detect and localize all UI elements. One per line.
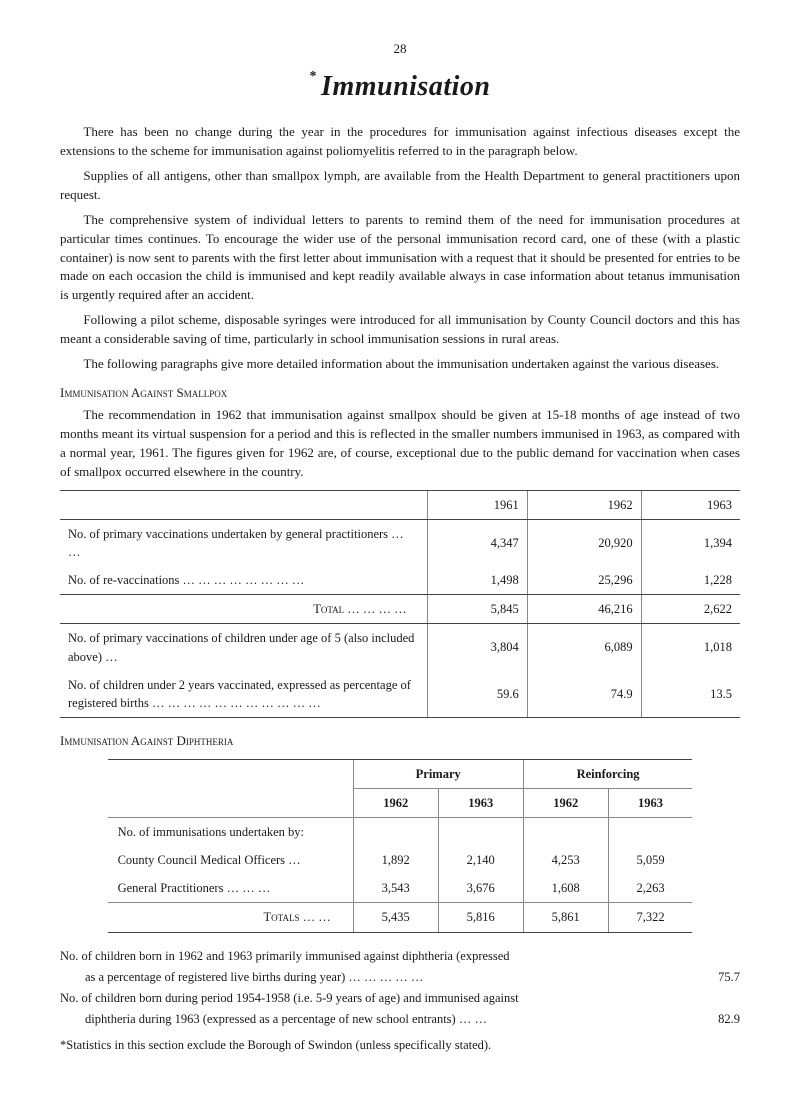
title-asterisk: * [310,69,318,84]
table-row: General Practitioners … … … 3,543 3,676 … [108,874,693,903]
cell [523,818,608,847]
total-label: Totals … … [108,903,354,932]
cell: 1,892 [353,846,438,874]
cell: 1,608 [523,874,608,903]
section-heading-smallpox: Immunisation Against Smallpox [60,384,740,403]
row-label: General Practitioners … … … [108,874,354,903]
section-heading-diphtheria: Immunisation Against Diphtheria [60,732,740,751]
footnote-1-value: 75.7 [718,968,740,986]
footnote-2-value: 82.9 [718,1010,740,1028]
footnotes: No. of children born in 1962 and 1963 pr… [60,947,740,1055]
row-label: No. of re-vaccinations … … … … … … … … [60,566,427,595]
cell: 20,920 [527,519,641,566]
table-header-blank [60,490,427,519]
table-row: 1961 1962 1963 [60,490,740,519]
footnote-2a: No. of children born during period 1954-… [60,989,740,1007]
table-row: No. of immunisations undertaken by: [108,818,693,847]
paragraph-2: Supplies of all antigens, other than sma… [60,167,740,205]
table-row: No. of primary vaccinations of children … [60,624,740,671]
table-row: No. of re-vaccinations … … … … … … … … 1… [60,566,740,595]
cell: 1,018 [641,624,740,671]
cell: 5,816 [438,903,523,932]
cell: 6,089 [527,624,641,671]
table-header-year: 1962 [527,490,641,519]
title-text: Immunisation [321,71,490,102]
table-header-blank [108,759,354,788]
table-header-year: 1963 [608,788,692,817]
table-header-year: 1962 [523,788,608,817]
paragraph-3: The comprehensive system of individual l… [60,211,740,305]
cell [438,818,523,847]
cell: 5,059 [608,846,692,874]
diphtheria-table: Primary Reinforcing 1962 1963 1962 1963 … [108,759,693,933]
cell [353,818,438,847]
group-header-primary: Primary [353,759,523,788]
cell: 3,676 [438,874,523,903]
cell: 5,845 [427,595,527,624]
table-header-blank [108,788,354,817]
footnote-1a: No. of children born in 1962 and 1963 pr… [60,947,740,965]
table-header-year: 1962 [353,788,438,817]
cell: 59.6 [427,671,527,718]
table-row: 1962 1963 1962 1963 [108,788,693,817]
cell: 1,498 [427,566,527,595]
cell: 4,347 [427,519,527,566]
paragraph-4: Following a pilot scheme, disposable syr… [60,311,740,349]
table-row: No. of primary vaccinations undertaken b… [60,519,740,566]
footnote-2b-text: diphtheria during 1963 (expressed as a p… [85,1012,487,1026]
group-header-reinforcing: Reinforcing [523,759,692,788]
row-label: County Council Medical Officers … [108,846,354,874]
row-label: No. of children under 2 years vaccinated… [60,671,427,718]
row-label: No. of primary vaccinations of children … [60,624,427,671]
page-number: 28 [60,40,740,59]
table-row-total: Total … … … … 5,845 46,216 2,622 [60,595,740,624]
cell: 3,804 [427,624,527,671]
total-label: Total … … … … [60,595,427,624]
table-row: County Council Medical Officers … 1,892 … [108,846,693,874]
cell: 46,216 [527,595,641,624]
cell: 1,228 [641,566,740,595]
table-header-year: 1961 [427,490,527,519]
row-label: No. of primary vaccinations undertaken b… [60,519,427,566]
smallpox-table: 1961 1962 1963 No. of primary vaccinatio… [60,490,740,718]
cell: 2,622 [641,595,740,624]
cell: 5,861 [523,903,608,932]
cell: 7,322 [608,903,692,932]
footnote-final: *Statistics in this section exclude the … [60,1036,740,1054]
footnote-2b: diphtheria during 1963 (expressed as a p… [60,1010,740,1028]
table-header-year: 1963 [641,490,740,519]
section1-body: The recommendation in 1962 that immunisa… [60,406,740,481]
paragraph-5: The following paragraphs give more detai… [60,355,740,374]
cell: 4,253 [523,846,608,874]
cell: 1,394 [641,519,740,566]
table-row: No. of children under 2 years vaccinated… [60,671,740,718]
page-title: *Immunisation [60,67,740,108]
cell: 5,435 [353,903,438,932]
table-header-year: 1963 [438,788,523,817]
cell [608,818,692,847]
footnote-1b-text: as a percentage of registered live birth… [85,970,423,984]
paragraph-1: There has been no change during the year… [60,123,740,161]
cell: 13.5 [641,671,740,718]
cell: 25,296 [527,566,641,595]
cell: 2,263 [608,874,692,903]
cell: 2,140 [438,846,523,874]
table-row: Primary Reinforcing [108,759,693,788]
footnote-1b: as a percentage of registered live birth… [60,968,740,986]
row-label: No. of immunisations undertaken by: [108,818,354,847]
cell: 3,543 [353,874,438,903]
cell: 74.9 [527,671,641,718]
table-row-total: Totals … … 5,435 5,816 5,861 7,322 [108,903,693,932]
